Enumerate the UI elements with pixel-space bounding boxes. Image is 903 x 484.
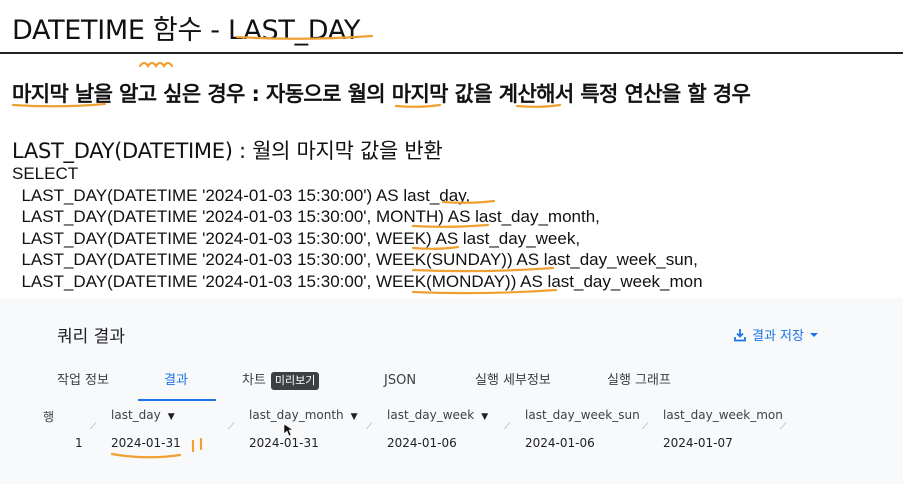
sort-arrow-icon[interactable]: ▼ bbox=[481, 412, 489, 422]
code-line: LAST_DAY(DATETIME '2024-01-03 15:30:00',… bbox=[12, 250, 698, 269]
column-header-last-day-week-sun[interactable]: last_day_week_sun bbox=[525, 408, 640, 422]
table-cell: 2024-01-07 bbox=[663, 436, 733, 450]
results-tabs: 작업 정보 결과 차트 미리보기 JSON 실행 세부정보 실행 그래프 bbox=[0, 362, 903, 402]
column-resize-handle[interactable]: ⟋ bbox=[642, 422, 649, 432]
code-line: LAST_DAY(DATETIME '2024-01-03 15:30:00')… bbox=[12, 185, 471, 205]
table-cell: 2024-01-06 bbox=[525, 436, 595, 450]
column-header-label: last_day_week bbox=[387, 408, 475, 422]
column-header-last-day[interactable]: last_day ▼ bbox=[111, 408, 175, 422]
query-results-title: 쿼리 결과 bbox=[57, 327, 125, 347]
column-header-label: last_day bbox=[111, 408, 161, 422]
caret-down-icon bbox=[809, 330, 819, 340]
tab-json[interactable]: JSON bbox=[384, 373, 417, 388]
tab-execution-graph[interactable]: 실행 그래프 bbox=[607, 373, 671, 388]
column-header-last-day-week[interactable]: last_day_week ▼ bbox=[387, 408, 488, 422]
column-header-label: last_day_week_sun bbox=[525, 408, 640, 422]
table-row: 1 2024-01-31 2024-01-31 2024-01-06 2024-… bbox=[0, 432, 903, 456]
function-description: LAST_DAY(DATETIME) : 월의 마지막 값을 반환 bbox=[12, 139, 443, 163]
table-cell: 2024-01-31 bbox=[111, 436, 181, 450]
annotation-scribble bbox=[138, 61, 174, 68]
subtitle: 마지막 날을 알고 싶은 경우 : 자동으로 월의 마지막 값을 계산해서 특정… bbox=[12, 82, 751, 106]
column-resize-handle[interactable]: ⟋ bbox=[366, 422, 373, 432]
sort-arrow-icon[interactable]: ▼ bbox=[167, 412, 175, 422]
column-header-label: last_day_month bbox=[249, 408, 344, 422]
column-header-row-number: 행 bbox=[43, 410, 55, 424]
code-line: LAST_DAY(DATETIME '2024-01-03 15:30:00',… bbox=[12, 228, 581, 248]
save-results-label: 결과 저장 bbox=[752, 329, 804, 344]
save-results-button[interactable]: 결과 저장 bbox=[733, 325, 819, 344]
column-header-label: last_day_week_mon bbox=[663, 408, 783, 422]
code-line: SELECT bbox=[12, 164, 79, 183]
column-resize-handle[interactable]: ⟋ bbox=[780, 422, 787, 432]
column-header-last-day-month[interactable]: last_day_month ▼ bbox=[249, 408, 358, 422]
tab-execution-details[interactable]: 실행 세부정보 bbox=[475, 373, 551, 388]
tab-chart-label: 차트 bbox=[242, 373, 266, 388]
column-resize-handle[interactable]: ⟋ bbox=[504, 422, 511, 432]
table-cell-row-number: 1 bbox=[75, 436, 83, 450]
results-table-header: 행 last_day ▼ last_day_month ▼ last_day_wee… bbox=[0, 404, 903, 432]
tab-job-info[interactable]: 작업 정보 bbox=[57, 373, 109, 388]
sql-code-block: SELECT LAST_DAY(DATETIME '2024-01-03 15:… bbox=[12, 163, 703, 292]
column-resize-handle[interactable]: ⟋ bbox=[90, 422, 97, 432]
sort-arrow-icon[interactable]: ▼ bbox=[350, 412, 358, 422]
table-cell: 2024-01-06 bbox=[387, 436, 457, 450]
code-line: LAST_DAY(DATETIME '2024-01-03 15:30:00',… bbox=[12, 271, 703, 291]
tab-chart[interactable]: 차트 미리보기 bbox=[242, 362, 320, 400]
download-icon bbox=[733, 328, 747, 342]
column-resize-handle[interactable]: ⟋ bbox=[228, 422, 235, 432]
tab-results[interactable]: 결과 bbox=[164, 373, 188, 388]
column-header-last-day-week-mon[interactable]: last_day_week_mon bbox=[663, 408, 783, 422]
slide-title: DATETIME 함수 - LAST_DAY bbox=[12, 15, 361, 46]
preview-badge: 미리보기 bbox=[270, 371, 320, 390]
table-cell: 2024-01-31 bbox=[249, 436, 319, 450]
title-divider bbox=[0, 52, 903, 54]
code-line: LAST_DAY(DATETIME '2024-01-03 15:30:00',… bbox=[12, 207, 600, 226]
active-tab-indicator bbox=[138, 399, 216, 401]
